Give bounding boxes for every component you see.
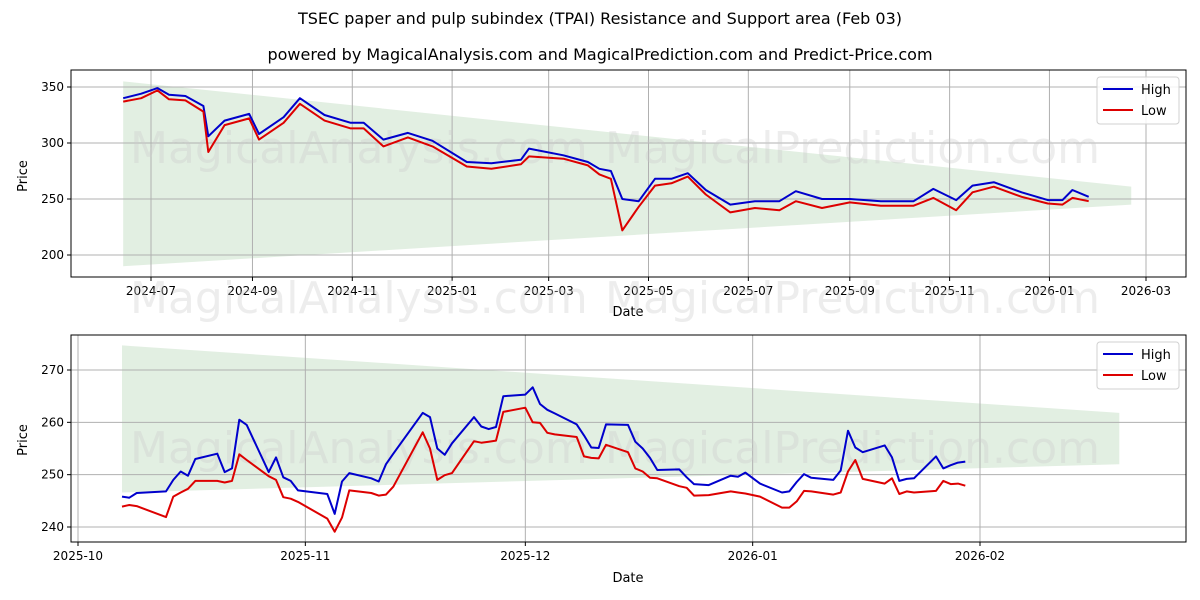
chart-title: TSEC paper and pulp subindex (TPAI) Resi… (297, 9, 903, 28)
x-tick-label: 2024-11 (327, 284, 377, 298)
top-chart: MagicalAnalysis.com MagicalPrediction.co… (16, 69, 1187, 324)
series-high-line (122, 87, 1090, 206)
legend-high-label: High (1141, 348, 1171, 363)
series-low-line (121, 406, 966, 533)
bottom-watermark-prediction: MagicalPrediction.com (605, 423, 1100, 474)
x-tick-label: 2024-09 (227, 284, 277, 298)
top-legend: High Low (1096, 76, 1180, 125)
y-tick-label: 250 (41, 192, 64, 206)
x-tick-label: 2026-02 (955, 549, 1005, 563)
top-plot-frame (70, 69, 1187, 278)
x-tick-label: 2024-07 (126, 284, 176, 298)
top-ylabel: Price (16, 160, 31, 192)
x-tick-label: 2026-01 (728, 549, 778, 563)
chart-subtitle: powered by MagicalAnalysis.com and Magic… (267, 45, 933, 64)
band-polygon (122, 345, 1120, 493)
top-watermark-prediction: MagicalPrediction.com (605, 123, 1100, 174)
bottom-plot-frame (70, 334, 1187, 543)
x-tick-label: 2026-01 (1024, 284, 1074, 298)
bottom-series-lines (121, 386, 966, 533)
x-tick-label: 2025-10 (53, 549, 103, 563)
y-tick-label: 260 (41, 415, 64, 429)
series-low-line (123, 89, 1089, 232)
top-axis-ticks: 200 250 300 350 2024-07 2024-09 2024-11 2025-01… (41, 80, 1171, 298)
bottom-watermark-analysis: MagicalAnalysis.com (130, 423, 588, 474)
bottom-xlabel: Date (612, 571, 643, 586)
x-tick-label: 2025-05 (623, 284, 673, 298)
x-tick-label: 2025-03 (524, 284, 574, 298)
y-tick-label: 270 (41, 363, 64, 377)
bottom-gridlines (71, 335, 1186, 542)
x-tick-label: 2025-09 (825, 284, 875, 298)
y-tick-label: 200 (41, 248, 64, 262)
legend-low-label: Low (1141, 369, 1167, 384)
bottom-chart: MagicalAnalysis.com MagicalPrediction.co… (16, 334, 1187, 586)
x-tick-label: 2025-11 (925, 284, 975, 298)
y-tick-label: 300 (41, 136, 64, 150)
top-gridlines (71, 70, 1186, 277)
bottom-legend: High Low (1096, 341, 1180, 390)
top-series-lines (122, 87, 1090, 232)
y-tick-label: 250 (41, 468, 64, 482)
bottom-axis-ticks: 240 250 260 270 2025-10 2025-11 2025-12 2026-01… (41, 363, 1005, 563)
x-tick-label: 2025-07 (723, 284, 773, 298)
legend-low-label: Low (1141, 104, 1167, 119)
top-watermark-prediction-2: MagicalPrediction.com (605, 273, 1100, 324)
x-tick-label: 2025-01 (427, 284, 477, 298)
bottom-resistance-support-band (122, 345, 1120, 493)
top-watermark-analysis: MagicalAnalysis.com (130, 123, 588, 174)
top-xlabel: Date (612, 305, 643, 320)
y-tick-label: 350 (41, 80, 64, 94)
x-tick-label: 2025-12 (500, 549, 550, 563)
y-tick-label: 240 (41, 520, 64, 534)
x-tick-label: 2025-11 (280, 549, 330, 563)
series-high-line (121, 386, 966, 515)
legend-high-label: High (1141, 83, 1171, 98)
top-resistance-support-band (123, 81, 1132, 267)
band-polygon (123, 81, 1132, 267)
x-tick-label: 2026-03 (1121, 284, 1171, 298)
bottom-ylabel: Price (16, 424, 31, 456)
top-watermark-analysis-2: MagicalAnalysis.com (130, 273, 588, 324)
